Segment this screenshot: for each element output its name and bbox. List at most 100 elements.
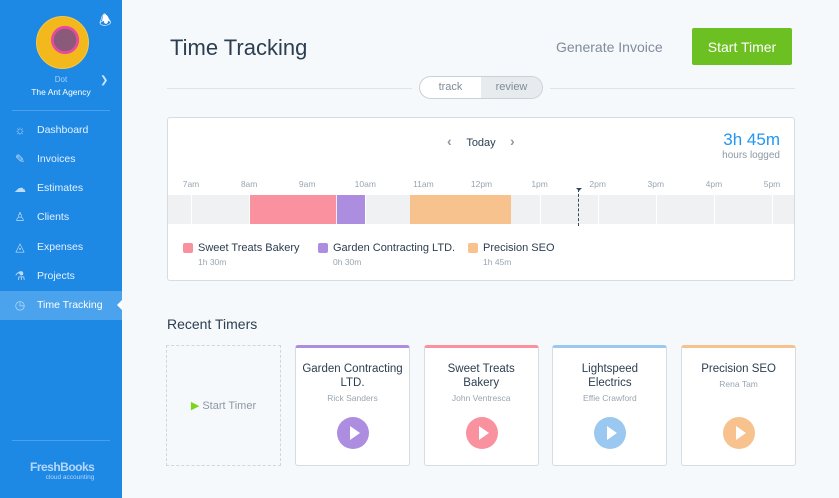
start-timer-button[interactable]: Start Timer bbox=[692, 28, 792, 65]
new-timer-card[interactable]: ▶ Start Timer bbox=[166, 345, 281, 466]
play-button[interactable] bbox=[337, 417, 369, 449]
chevron-left-icon[interactable]: ‹ bbox=[447, 133, 452, 149]
hour-gridline bbox=[655, 195, 657, 224]
sidebar: 🕭 Dot The Ant Agency ❯ ☼ Dashboard ✎ Invoic… bbox=[0, 0, 122, 498]
legend-duration: 1h 30m bbox=[198, 257, 227, 267]
sidebar-item-time-tracking[interactable]: ◷ Time Tracking bbox=[0, 290, 122, 320]
legend-item: Precision SEO 1h 45m bbox=[468, 242, 555, 267]
timer-person: Rick Sanders bbox=[327, 393, 378, 403]
legend-swatch bbox=[468, 243, 478, 253]
divider bbox=[12, 110, 110, 111]
sidebar-item-label: Projects bbox=[37, 270, 75, 282]
freshbooks-logo[interactable]: FreshBooks cloud accounting bbox=[30, 460, 95, 481]
sidebar-item-label: Clients bbox=[37, 211, 70, 224]
play-button[interactable] bbox=[465, 417, 498, 449]
timer-client: Lightspeed Electrics bbox=[581, 363, 639, 389]
expenses-icon: ◬ bbox=[15, 239, 25, 254]
tick-label: 9am bbox=[298, 179, 316, 189]
timer-client: Sweet Treats Bakery bbox=[447, 363, 515, 389]
bell-icon[interactable]: 🕭 bbox=[99, 12, 112, 28]
logo-text: FreshBooks bbox=[30, 460, 95, 474]
recent-timers-heading: Recent Timers bbox=[167, 316, 258, 332]
hour-gridline bbox=[597, 195, 599, 224]
timer-card[interactable]: Garden Contracting LTD. Rick Sanders bbox=[295, 345, 410, 466]
generate-invoice-button[interactable]: Generate Invoice bbox=[556, 39, 663, 55]
hour-gridline bbox=[365, 195, 367, 224]
play-icon: ▶ bbox=[190, 400, 200, 412]
legend-client: Garden Contracting LTD. bbox=[333, 242, 456, 254]
invoice-icon: ✎ bbox=[14, 151, 26, 166]
tick-label: 8am bbox=[240, 179, 258, 189]
hour-gridline bbox=[249, 195, 251, 224]
sidebar-item-label: Invoices bbox=[37, 152, 76, 165]
tick-label: 7am bbox=[182, 179, 200, 189]
logo-subtitle: cloud accounting bbox=[45, 474, 95, 481]
chevron-right-icon[interactable]: › bbox=[510, 133, 515, 149]
legend-client: Sweet Treats Bakery bbox=[198, 242, 300, 254]
time-block[interactable] bbox=[337, 195, 366, 224]
hour-gridline bbox=[772, 195, 773, 224]
projects-icon: ⚗ bbox=[14, 269, 26, 283]
tick-label: 3pm bbox=[647, 179, 665, 189]
time-block[interactable] bbox=[409, 195, 511, 224]
tab-review[interactable]: review bbox=[481, 77, 542, 98]
sidebar-item-clients[interactable]: ♙ Clients bbox=[0, 203, 122, 232]
sidebar-item-dashboard[interactable]: ☼ Dashboard bbox=[0, 115, 122, 144]
tick-label: 10am bbox=[354, 179, 376, 189]
hour-gridline bbox=[539, 195, 541, 224]
legend-duration: 1h 45m bbox=[483, 257, 512, 267]
hours-logged-value: 3h 45m bbox=[723, 130, 780, 149]
timer-person: Rena Tam bbox=[719, 379, 758, 389]
sidebar-item-label: Expenses bbox=[37, 240, 84, 253]
current-time-marker bbox=[576, 188, 583, 226]
dashboard-icon: ☼ bbox=[14, 122, 26, 137]
sidebar-item-label: Estimates bbox=[37, 182, 84, 195]
tick-label: 2pm bbox=[589, 179, 606, 189]
tick-label: 12pm bbox=[470, 179, 493, 189]
sidebar-item-invoices[interactable]: ✎ Invoices bbox=[0, 144, 122, 173]
tick-label: 1pm bbox=[531, 179, 548, 189]
legend-swatch bbox=[183, 243, 193, 253]
chevron-down-icon[interactable]: ❯ bbox=[100, 75, 109, 86]
clients-icon: ♙ bbox=[14, 210, 26, 225]
sidebar-item-expenses[interactable]: ◬ Expenses bbox=[0, 232, 122, 261]
hour-gridline bbox=[713, 195, 715, 224]
new-timer-label: Start Timer bbox=[202, 399, 257, 412]
timeline-track bbox=[168, 195, 794, 224]
divider bbox=[550, 88, 795, 89]
user-name: Dot bbox=[54, 75, 68, 84]
timer-card[interactable]: Sweet Treats Bakery John Ventresca bbox=[423, 345, 539, 466]
timer-card[interactable]: Precision SEO Rena Tam bbox=[681, 345, 797, 466]
timeline-panel: ‹ Today › 3h 45m hours logged 7am 8am 9am 1… bbox=[167, 117, 795, 281]
agency-name: The Ant Agency bbox=[31, 87, 91, 97]
tick-label: 11am bbox=[413, 179, 434, 189]
date-label: Today bbox=[466, 137, 496, 149]
play-button[interactable] bbox=[723, 417, 756, 449]
tab-track[interactable]: track bbox=[438, 81, 463, 93]
legend-duration: 0h 30m bbox=[333, 257, 362, 267]
legend-swatch bbox=[318, 243, 328, 253]
tick-label: 4pm bbox=[705, 179, 723, 189]
time-block[interactable] bbox=[250, 195, 337, 224]
legend-item: Sweet Treats Bakery 1h 30m bbox=[183, 242, 300, 267]
page-title: Time Tracking bbox=[170, 35, 308, 60]
divider bbox=[12, 440, 110, 441]
hours-logged-label: hours logged bbox=[722, 150, 780, 161]
estimate-icon: ☁ bbox=[14, 181, 26, 196]
play-button[interactable] bbox=[594, 417, 627, 449]
timer-card[interactable]: Lightspeed Electrics Effie Crawford bbox=[552, 345, 668, 466]
divider bbox=[167, 88, 412, 89]
sidebar-item-estimates[interactable]: ☁ Estimates bbox=[0, 174, 122, 203]
stopwatch-icon: ◷ bbox=[14, 298, 26, 313]
legend-item: Garden Contracting LTD. 0h 30m bbox=[318, 242, 456, 267]
tick-label: 5pm bbox=[763, 179, 781, 189]
legend-client: Precision SEO bbox=[483, 242, 555, 254]
hour-gridline bbox=[191, 195, 192, 224]
sidebar-item-projects[interactable]: ⚗ Projects bbox=[0, 262, 122, 291]
sidebar-item-label: Dashboard bbox=[37, 123, 89, 136]
avatar[interactable] bbox=[36, 16, 89, 69]
timer-person: John Ventresca bbox=[451, 393, 511, 403]
sidebar-item-label: Time Tracking bbox=[37, 299, 103, 312]
timer-client: Precision SEO bbox=[701, 363, 776, 375]
timer-person: Effie Crawford bbox=[583, 393, 637, 403]
